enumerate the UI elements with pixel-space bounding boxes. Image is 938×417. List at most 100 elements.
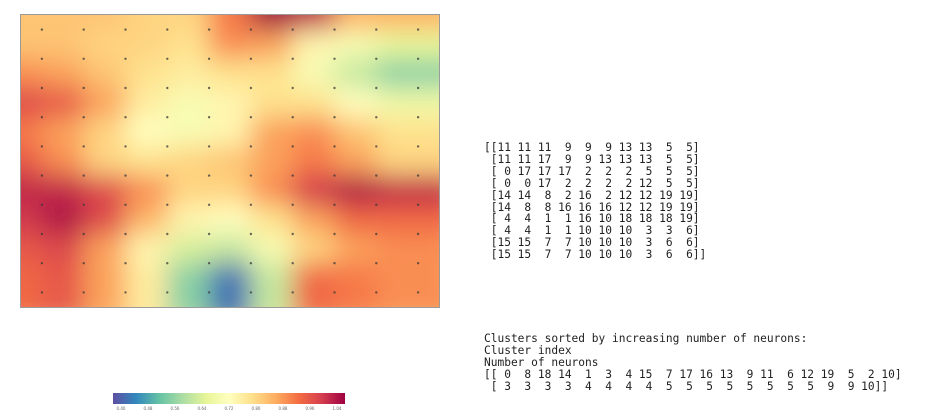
neuron-marker [40, 232, 44, 236]
heatmap-cell [167, 15, 210, 31]
neuron-marker [249, 203, 253, 206]
heatmap-cell [41, 88, 85, 118]
heatmap-cell [167, 29, 210, 60]
neuron-marker [291, 145, 294, 148]
neuron-marker [375, 116, 378, 119]
heatmap-cell [21, 204, 43, 235]
heatmap-cell [167, 263, 210, 307]
heatmap-cell [41, 146, 85, 177]
sorted-heading: Clusters sorted by increasing number of … [484, 332, 808, 345]
heatmap-cell [292, 29, 336, 60]
neuron-marker [124, 232, 127, 236]
heatmap-cell [292, 146, 336, 177]
heatmap-cell [125, 29, 169, 60]
heatmap-cell [376, 88, 439, 118]
heatmap-cell [167, 146, 210, 177]
cluster-summary-output: Clusters sorted by increasing number of … [484, 333, 902, 393]
heatmap-cell [376, 29, 439, 60]
neuron-marker [166, 28, 169, 31]
neuron-marker [82, 28, 85, 31]
heatmap-cell [376, 58, 439, 89]
heatmap-cell [21, 58, 43, 89]
heatmap-cell [209, 204, 252, 235]
colorbar-tick-label: 0.88 [278, 406, 288, 411]
heatmap-cell [209, 175, 252, 206]
neuron-marker [82, 262, 85, 265]
neuron-marker [124, 116, 127, 119]
heatmap-cell [41, 117, 85, 147]
heatmap-cell [209, 15, 252, 31]
colorbar-gradient [113, 393, 345, 404]
heatmap-cell [209, 58, 252, 89]
neuron-marker [124, 86, 127, 90]
neuron-marker [166, 203, 169, 206]
heatmap-cell [83, 88, 127, 118]
colorbar-ticks: 0.40 0.48 0.56 0.64 0.72 0.80 0.88 0.96 1.04 [113, 406, 345, 414]
neuron-marker [375, 28, 378, 31]
colorbar-tick-label: 0.80 [251, 406, 261, 411]
heatmap-cell [334, 15, 378, 31]
neuron-marker [333, 86, 336, 90]
heatmap-cell [334, 117, 378, 147]
heatmap-cell [250, 204, 294, 235]
heatmap-cell [209, 234, 252, 264]
heatmap-cell [167, 204, 210, 235]
neuron-marker [124, 203, 127, 206]
neuron-marker [207, 232, 211, 236]
matrix-row: [14 8 8 16 16 16 12 12 19 19] [484, 200, 700, 214]
neuron-marker [124, 291, 127, 294]
heatmap-cell [292, 263, 336, 307]
heatmap-cell [292, 88, 336, 118]
heatmap-cell [21, 88, 43, 118]
heatmap-cell [292, 204, 336, 235]
heatmap-cell [167, 117, 210, 147]
neuron-marker [166, 145, 169, 148]
heatmap-cell [21, 117, 43, 147]
neuron-marker [82, 116, 85, 119]
heatmap-cell [41, 234, 85, 264]
neuron-marker [291, 262, 294, 265]
neuron-marker [291, 86, 294, 90]
neurons-label: Number of neurons [484, 355, 599, 369]
heatmap-cell [83, 175, 127, 206]
neuron-marker [249, 262, 253, 265]
heatmap-cell [41, 58, 85, 89]
heatmap-cell [21, 146, 43, 177]
heatmap-cell [334, 234, 378, 264]
neuron-marker [416, 203, 420, 206]
matrix-row: [ 0 17 17 17 2 2 2 5 5 5] [484, 164, 700, 178]
neuron-marker [166, 232, 169, 236]
heatmap-cell [334, 204, 378, 235]
neuron-marker [124, 174, 127, 177]
neuron-marker [124, 262, 127, 265]
neuron-marker [375, 57, 378, 60]
neuron-marker [291, 57, 294, 60]
heatmap-cell [167, 58, 210, 89]
colorbar-tick-label: 0.40 [116, 406, 126, 411]
neuron-marker [166, 262, 169, 265]
heatmap-cell [250, 234, 294, 264]
heatmap-cell [21, 15, 43, 31]
neuron-marker [207, 262, 211, 265]
neuron-marker [333, 145, 336, 148]
heatmap-cell [209, 146, 252, 177]
heatmap-cell [250, 29, 294, 60]
matrix-row: [14 14 8 2 16 2 12 12 19 19] [484, 188, 700, 202]
heatmap-cell [250, 146, 294, 177]
neuron-marker [82, 145, 85, 148]
neuron-marker [207, 28, 211, 31]
matrix-row: [ 4 4 1 1 16 10 18 18 18 19] [484, 212, 700, 226]
cluster-index-row: [[ 0 8 18 14 1 3 4 15 7 17 16 13 9 11 6 … [484, 367, 902, 381]
heatmap-cell [83, 263, 127, 307]
neuron-marker [82, 291, 85, 294]
neuron-marker [291, 232, 294, 236]
heatmap-cell [250, 263, 294, 307]
heatmap-cell [250, 88, 294, 118]
neuron-marker [333, 203, 336, 206]
heatmap-cell [376, 234, 439, 264]
neuron-marker [207, 145, 211, 148]
heatmap-canvas [21, 15, 439, 307]
neuron-marker [207, 174, 211, 177]
neuron-marker [82, 174, 85, 177]
heatmap-cell [125, 263, 169, 307]
